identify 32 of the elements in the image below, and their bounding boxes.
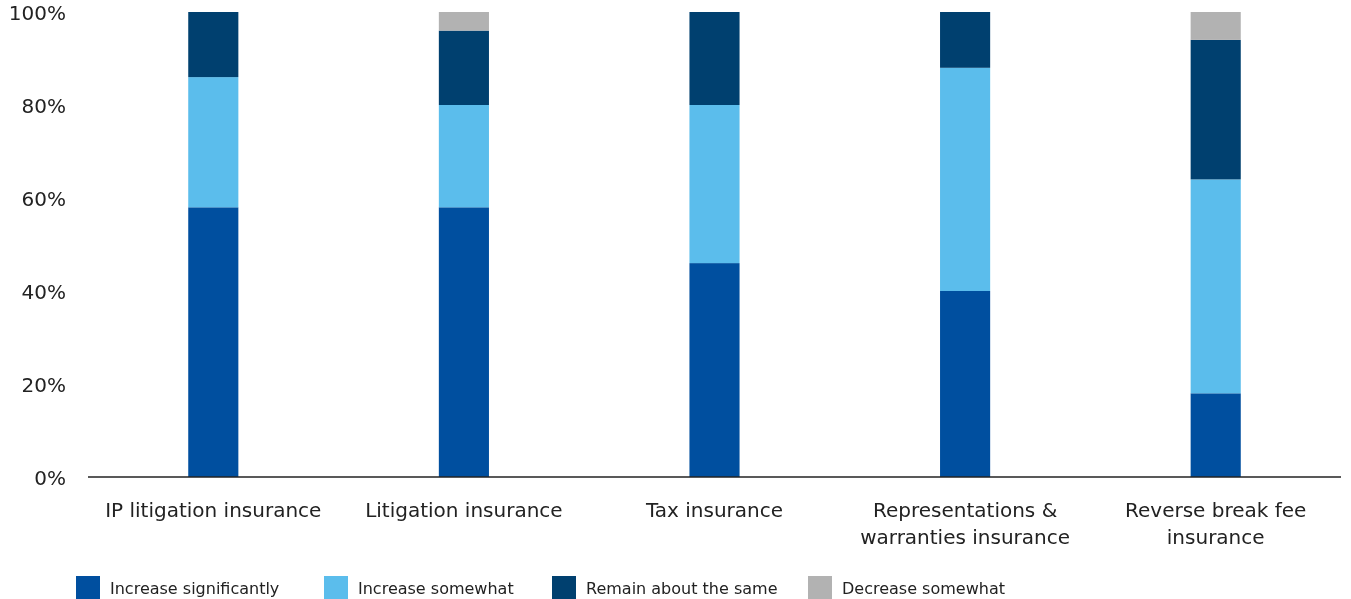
y-tick-label: 20% — [21, 373, 66, 397]
bar — [1190, 12, 1241, 40]
x-tick-label: Litigation insurance — [365, 498, 563, 522]
y-tick-label: 0% — [34, 466, 66, 490]
bar — [1190, 393, 1241, 477]
bar — [689, 105, 740, 264]
legend-label: Increase significantly — [110, 579, 280, 598]
bar — [689, 263, 740, 477]
y-tick-label: 100% — [8, 1, 66, 25]
x-tick-label: Tax insurance — [644, 498, 784, 522]
bar — [438, 30, 489, 105]
bar — [689, 12, 740, 105]
bar — [1190, 179, 1241, 394]
y-tick-label: 80% — [21, 94, 66, 118]
bar — [940, 12, 991, 68]
legend-label: Remain about the same — [586, 579, 778, 598]
legend-label: Decrease somewhat — [842, 579, 1005, 598]
legend-label: Increase somewhat — [358, 579, 514, 598]
x-tick-label: Representations & warranties insurance — [860, 498, 1071, 549]
bar — [940, 291, 991, 477]
bar — [188, 12, 239, 78]
bar — [438, 207, 489, 477]
bar — [188, 77, 239, 208]
bar — [188, 207, 239, 477]
bar — [438, 12, 489, 31]
x-tick-label: Reverse break fee insurance — [1125, 498, 1307, 549]
x-tick-label: IP litigation insurance — [105, 498, 322, 522]
bar — [1190, 39, 1241, 180]
y-tick-label: 40% — [21, 280, 66, 304]
bar — [940, 67, 991, 291]
y-tick-label: 60% — [21, 187, 66, 211]
bar — [438, 105, 489, 208]
